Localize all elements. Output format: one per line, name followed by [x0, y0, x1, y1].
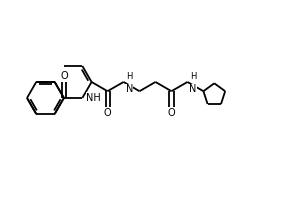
Text: NH: NH [86, 93, 101, 103]
Text: O: O [168, 108, 175, 118]
Text: H: H [190, 72, 197, 81]
Text: N: N [126, 84, 133, 94]
Text: O: O [104, 108, 111, 118]
Text: H: H [127, 72, 133, 81]
Text: O: O [60, 71, 68, 81]
Text: N: N [190, 84, 197, 94]
